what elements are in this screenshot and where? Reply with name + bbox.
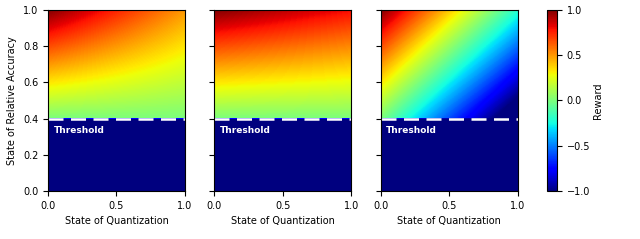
X-axis label: State of Quantization: State of Quantization [231,217,335,227]
X-axis label: State of Quantization: State of Quantization [65,217,168,227]
Y-axis label: State of Relative Accuracy: State of Relative Accuracy [7,36,17,165]
Text: Threshold: Threshold [220,126,271,135]
Text: Threshold: Threshold [54,126,104,135]
Y-axis label: Reward: Reward [593,82,603,119]
X-axis label: State of Quantization: State of Quantization [397,217,501,227]
Text: Threshold: Threshold [387,126,437,135]
